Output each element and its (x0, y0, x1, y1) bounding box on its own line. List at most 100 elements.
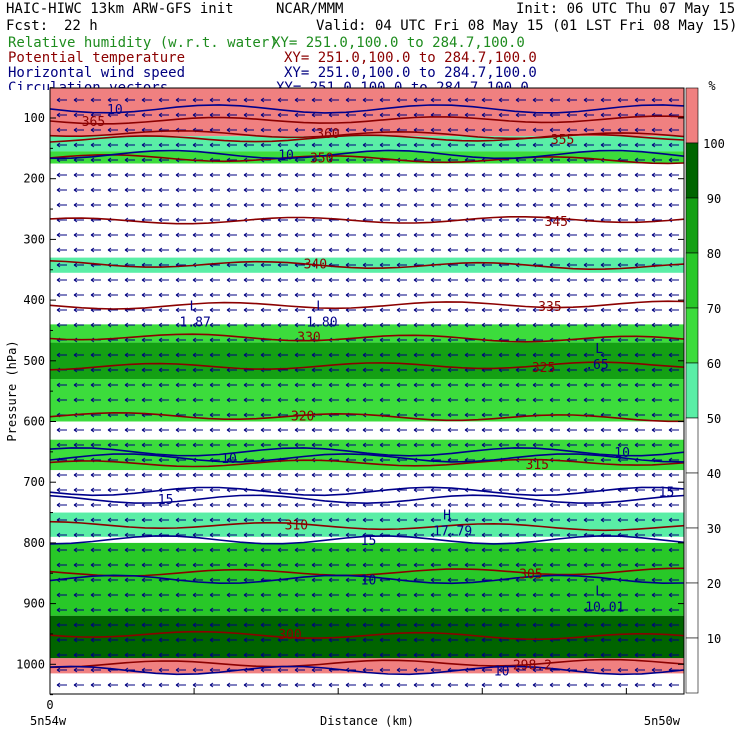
wind-vector (260, 502, 271, 508)
wind-vector (226, 607, 237, 613)
wind-vector (600, 592, 611, 598)
wind-vector (430, 547, 441, 553)
wind-vector (396, 442, 407, 448)
wind-vector (90, 487, 101, 493)
extremum-value: 17.79 (433, 525, 472, 540)
wind-vector (481, 397, 492, 403)
wind-vector (583, 127, 594, 133)
colorbar-label: 30 (707, 522, 721, 536)
wind-vector (362, 367, 373, 373)
wind-vector (566, 97, 577, 103)
wind-vector (192, 322, 203, 328)
wind-vector (56, 352, 67, 358)
wind-vector (583, 382, 594, 388)
theta-label: 310 (285, 519, 308, 534)
wind-vector (226, 232, 237, 238)
wind-vector (328, 442, 339, 448)
wind-vector (311, 382, 322, 388)
wind-vector (651, 127, 662, 133)
wind-vector (124, 232, 135, 238)
wind-vector (294, 307, 305, 313)
wind-vector (413, 547, 424, 553)
theta-label: 298.2 (513, 658, 552, 673)
wind-vector (141, 457, 152, 463)
wind-vector (345, 442, 356, 448)
wind-vector (379, 517, 390, 523)
wind-vector (362, 607, 373, 613)
wind-vector (566, 487, 577, 493)
wind-vector (396, 367, 407, 373)
wind-vector (294, 187, 305, 193)
wind-vector (600, 517, 611, 523)
y-tick-label: 1000 (16, 657, 45, 671)
wind-vector (583, 442, 594, 448)
wind-vector (124, 97, 135, 103)
wind-vector (651, 652, 662, 658)
wind-vector (617, 142, 628, 148)
wind-vector (294, 502, 305, 508)
wind-vector (124, 577, 135, 583)
wind-vector (515, 682, 526, 688)
wind-vector (379, 607, 390, 613)
wind-vector (430, 292, 441, 298)
wind-vector (243, 112, 254, 118)
wind-vector (345, 622, 356, 628)
wind-vector (294, 607, 305, 613)
wind-vector (141, 382, 152, 388)
wind-vector (243, 562, 254, 568)
field-name-vectors: Circulation vectors (8, 81, 169, 90)
wind-vector (158, 217, 169, 223)
wind-contour (50, 104, 684, 114)
wind-vector (277, 607, 288, 613)
wind-vector (311, 157, 322, 163)
colorbar-label: 50 (707, 412, 721, 426)
wind-vector (532, 202, 543, 208)
wind-vector (430, 322, 441, 328)
wind-vector (209, 322, 220, 328)
wind-vector (260, 532, 271, 538)
wind-vector (124, 427, 135, 433)
wind-vector (141, 202, 152, 208)
wind-vector (634, 592, 645, 598)
wind-vector (107, 532, 118, 538)
wind-vector (260, 127, 271, 133)
wind-vector (158, 277, 169, 283)
wind-vector (379, 322, 390, 328)
wind-vector (311, 502, 322, 508)
wind-vector (90, 382, 101, 388)
wind-vector (158, 607, 169, 613)
wind-vector (243, 382, 254, 388)
wind-vector (430, 277, 441, 283)
wind-vector (464, 322, 475, 328)
wind-vector (260, 637, 271, 643)
wind-contour (50, 486, 684, 497)
wind-vector (651, 352, 662, 358)
wind-vector (345, 562, 356, 568)
wind-vector (328, 247, 339, 253)
wind-vector (226, 187, 237, 193)
wind-vector (379, 622, 390, 628)
wind-vector (277, 307, 288, 313)
wind-vector (464, 607, 475, 613)
wind-vector (430, 592, 441, 598)
wind-vector (345, 487, 356, 493)
wind-vector (107, 292, 118, 298)
colorbar-label: 40 (707, 467, 721, 481)
wind-vector (243, 202, 254, 208)
wind-vector (481, 427, 492, 433)
extremum-marker: L (316, 299, 324, 314)
x-axis-label: Distance (km) (320, 714, 414, 728)
wind-vector (192, 352, 203, 358)
wind-vector (430, 502, 441, 508)
wind-vector (56, 607, 67, 613)
wind-vector (209, 397, 220, 403)
wind-vector (90, 142, 101, 148)
wind-vector (56, 97, 67, 103)
wind-vector (226, 637, 237, 643)
wind-vector (90, 292, 101, 298)
wind-contour (50, 535, 684, 545)
wind-vector (447, 232, 458, 238)
wind-vector (532, 187, 543, 193)
wind-vector (549, 382, 560, 388)
wind-vector (311, 367, 322, 373)
